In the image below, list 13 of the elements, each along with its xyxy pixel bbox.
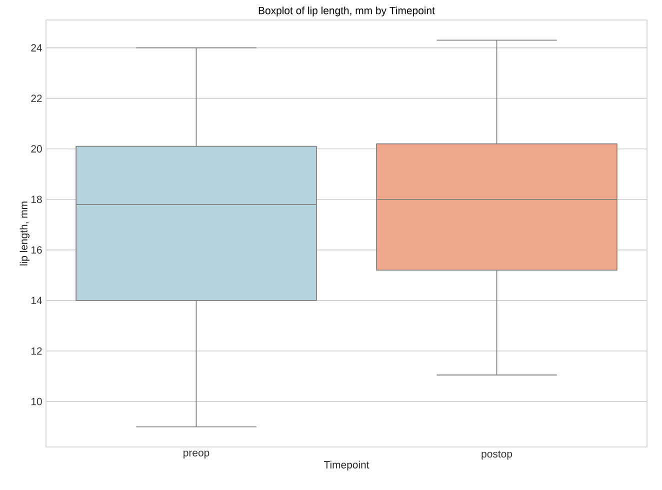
x-axis-title: Timepoint	[324, 460, 370, 471]
y-tick-label: 12	[31, 347, 42, 355]
y-tick-label: 20	[31, 145, 42, 153]
x-tick-label: postop	[482, 450, 512, 460]
y-axis-title: lip length, mm	[20, 202, 30, 266]
chart-title: Boxplot of lip length, mm by Timepoint	[258, 6, 435, 16]
y-tick-label: 10	[31, 398, 42, 406]
y-tick-label: 18	[31, 196, 42, 204]
y-tick-label: 16	[31, 246, 42, 254]
y-tick-label: 22	[31, 94, 42, 102]
y-tick-label: 24	[31, 44, 42, 52]
x-tick-label: preop	[184, 450, 210, 458]
y-tick-label: 14	[31, 296, 42, 304]
